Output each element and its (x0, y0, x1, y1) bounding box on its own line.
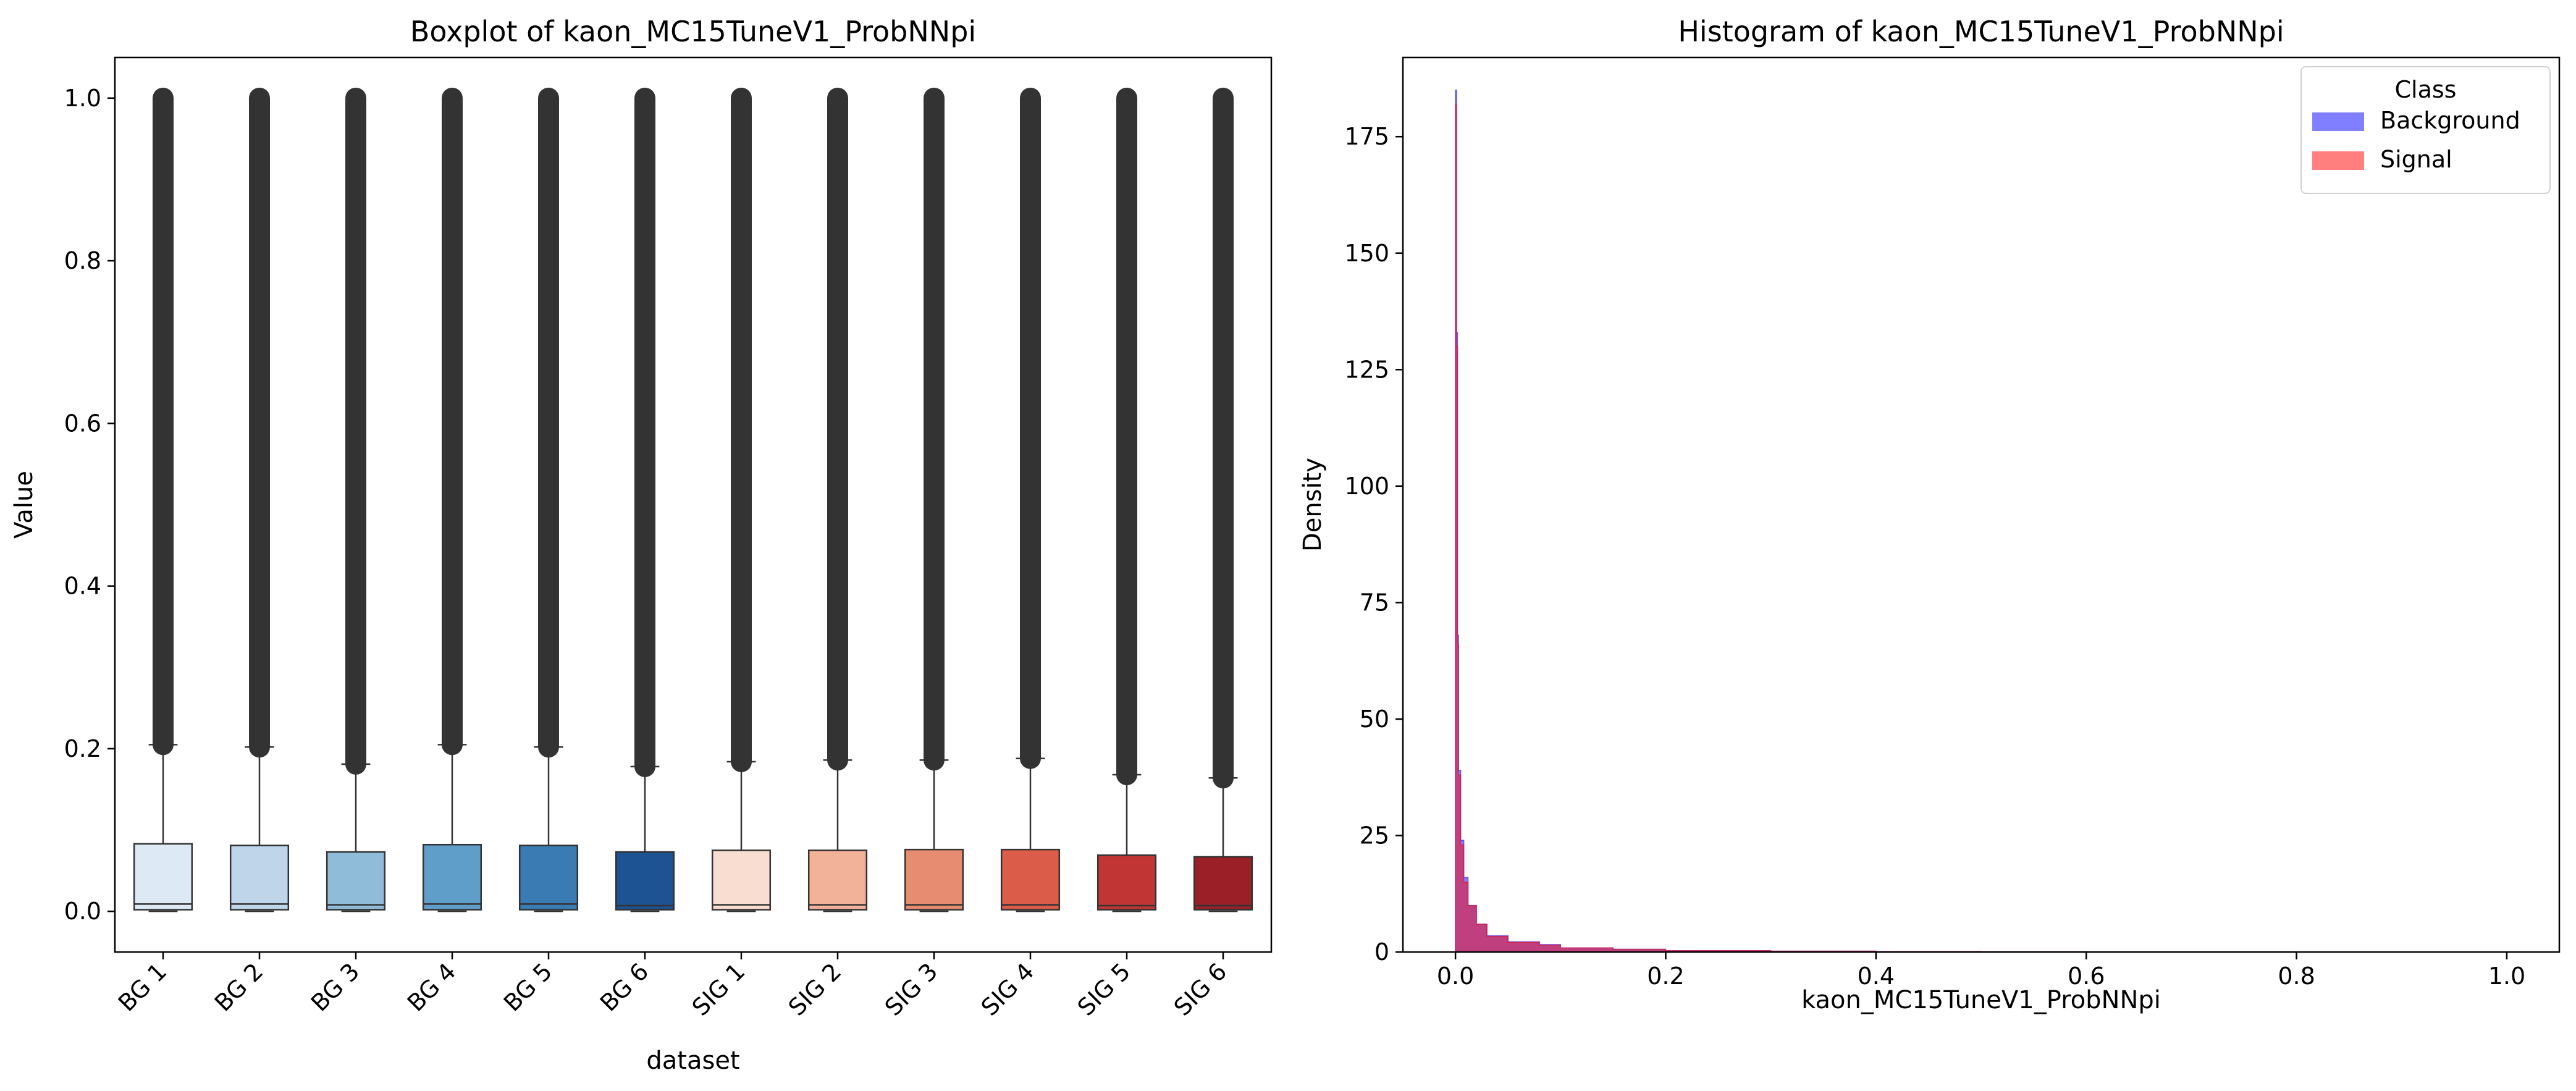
x-tick-label: BG 2 (209, 958, 269, 1017)
legend-title: Class (2395, 76, 2457, 103)
histogram-panel: Histogram of kaon_MC15TuneV1_ProbNNpi 0 2… (1299, 15, 2561, 1014)
legend: Class Background Signal (2300, 66, 2551, 194)
x-tick-label: SIG 4 (976, 958, 1040, 1021)
x-tick-label: SIG 3 (880, 958, 943, 1021)
y-tick-label: 50 (1360, 706, 1389, 733)
box (133, 843, 193, 911)
box (518, 845, 579, 911)
legend-label: Signal (2380, 146, 2452, 173)
x-tick-label: BG 6 (595, 958, 654, 1017)
x-tick-label: 0.2 (1647, 963, 1684, 990)
boxplot-elements (133, 87, 1253, 912)
x-tick-label: 0.6 (2068, 963, 2105, 990)
y-tick-label: 0.0 (64, 898, 101, 925)
legend-swatch (2312, 151, 2364, 170)
legend-label: Background (2380, 107, 2520, 134)
boxplot-axes-frame (114, 56, 1273, 953)
histogram-x-ticks: 0.0 0.2 0.4 0.6 0.8 1.0 (1437, 952, 2525, 990)
y-tick-label: 0.2 (64, 735, 101, 762)
box (1193, 856, 1253, 911)
box (229, 845, 290, 911)
y-tick-label: 0.8 (64, 247, 101, 274)
x-tick-label: SIG 5 (1072, 958, 1136, 1021)
box (615, 851, 675, 911)
y-tick-label: 175 (1344, 123, 1389, 150)
legend-items: Background Signal (2312, 107, 2520, 173)
y-tick-label: 150 (1344, 240, 1389, 267)
x-tick-label: BG 1 (113, 958, 172, 1017)
histogram-x-label: kaon_MC15TuneV1_ProbNNpi (1801, 986, 2161, 1014)
boxplot-panel: Boxplot of kaon_MC15TuneV1_ProbNNpi 0.00… (10, 15, 1273, 1075)
box (807, 849, 868, 911)
y-tick-label: 25 (1360, 822, 1389, 849)
boxplot-x-ticks: BG 1 BG 2 BG 3 BG 4 BG 5 BG 6 SIG 1 SIG 2 SIG 3 S… (113, 952, 1232, 1021)
histogram-axes-frame (1402, 56, 2561, 953)
box (422, 843, 482, 911)
x-tick-label: 0.8 (2278, 963, 2315, 990)
x-tick-label: SIG 1 (687, 958, 751, 1021)
y-tick-label: 0 (1374, 938, 1389, 966)
x-tick-label: 0.0 (1437, 963, 1474, 990)
boxplot-x-label: dataset (646, 1047, 739, 1075)
x-tick-label: BG 4 (402, 958, 461, 1017)
histogram-bars (1455, 90, 2507, 953)
y-tick-label: 1.0 (64, 85, 101, 112)
y-tick-label: 75 (1360, 589, 1389, 616)
legend-swatch (2312, 112, 2364, 131)
x-tick-label: SIG 6 (1169, 958, 1232, 1021)
histogram-y-ticks: 0 25 50 75 100 125 150 175 (1344, 123, 1403, 966)
y-tick-label: 100 (1344, 473, 1389, 500)
boxplot-title: Boxplot of kaon_MC15TuneV1_ProbNNpi (410, 15, 976, 48)
boxplot-y-ticks: 0.0 0.2 0.4 0.6 0.8 1.0 (64, 85, 115, 925)
histogram-y-label: Density (1299, 458, 1327, 552)
x-tick-label: SIG 2 (783, 958, 847, 1021)
box (326, 851, 386, 911)
y-tick-label: 125 (1344, 356, 1389, 383)
x-tick-label: 1.0 (2488, 963, 2525, 990)
x-tick-label: 0.4 (1858, 963, 1895, 990)
box (1000, 848, 1061, 911)
box (1096, 854, 1157, 911)
x-tick-label: BG 5 (499, 958, 558, 1017)
histogram-title: Histogram of kaon_MC15TuneV1_ProbNNpi (1678, 15, 2284, 48)
x-tick-label: BG 3 (306, 958, 365, 1017)
y-tick-label: 0.4 (64, 573, 101, 600)
histogram-series-background (1455, 90, 2507, 953)
box (904, 848, 964, 911)
histogram-series-signal (1455, 103, 2507, 953)
boxplot-y-label: Value (10, 471, 38, 539)
box (711, 849, 772, 911)
y-tick-label: 0.6 (64, 410, 101, 437)
